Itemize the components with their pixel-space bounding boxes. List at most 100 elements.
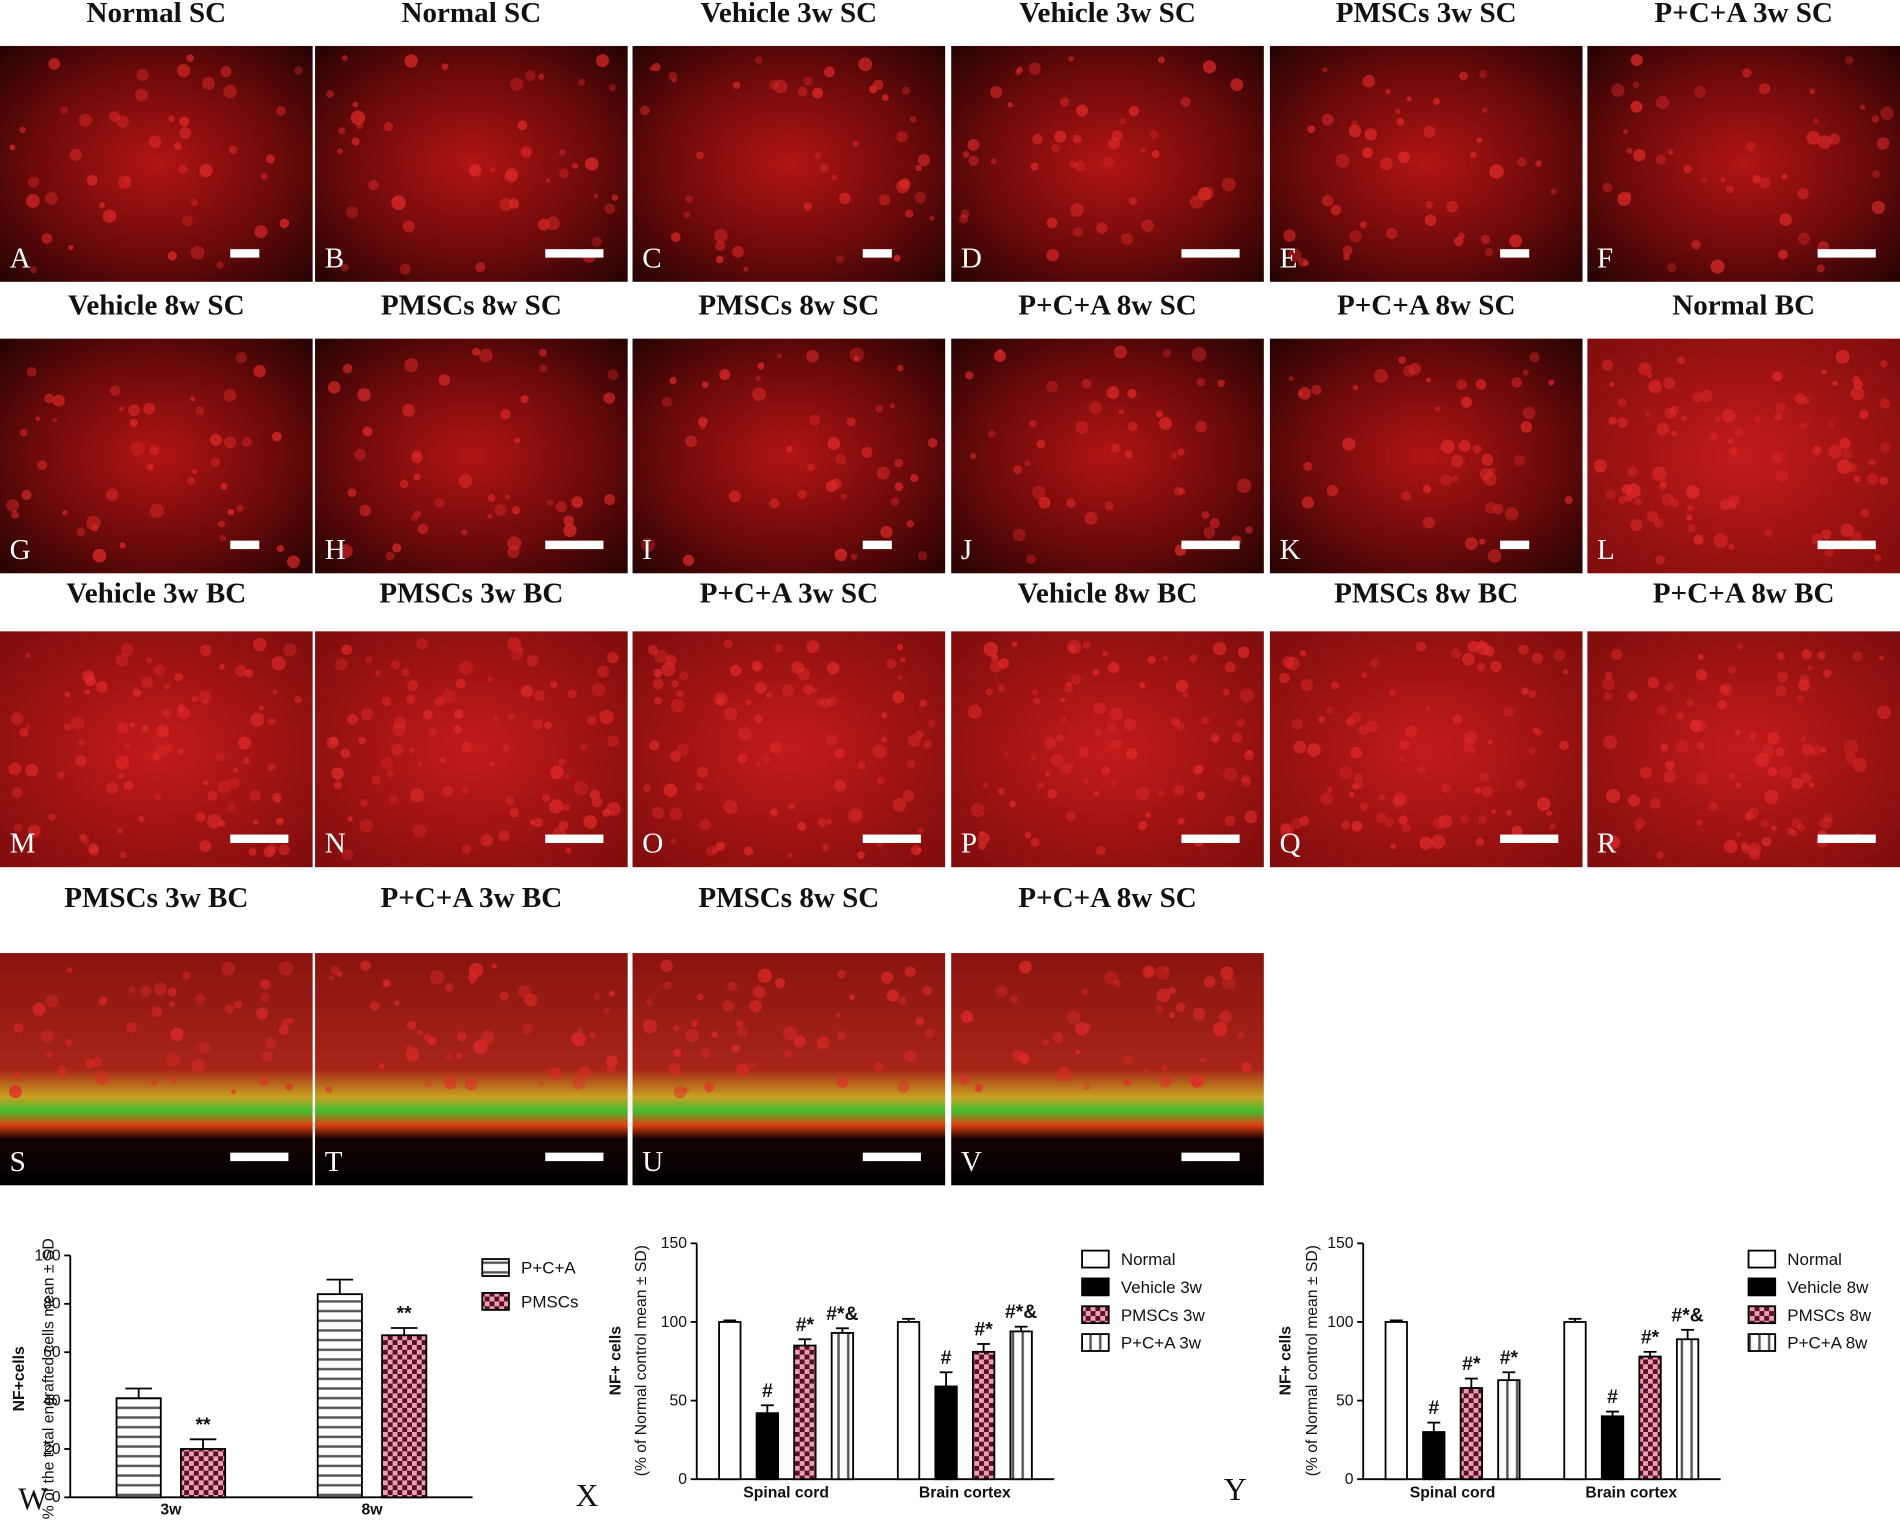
bar <box>718 1321 742 1481</box>
panel-title: PMSCs 8w SC <box>698 289 879 321</box>
significance-label: #*& <box>826 1303 858 1325</box>
micrograph-panel: A <box>0 45 313 282</box>
legend-swatch <box>481 1292 510 1311</box>
panel-title: PMSCs 3w BC <box>64 882 248 914</box>
x-tick-label: Brain cortex <box>1585 1484 1677 1501</box>
panel-title: PMSCs 8w BC <box>1334 577 1518 609</box>
panel-letter: M <box>10 828 36 860</box>
bar <box>1600 1415 1625 1481</box>
scale-bar <box>1500 834 1559 844</box>
significance-label: # <box>1428 1397 1439 1419</box>
micrograph <box>951 338 1264 574</box>
legend-label: P+C+A 3w <box>1121 1334 1202 1353</box>
micrograph <box>632 631 946 868</box>
legend-label: Normal <box>1121 1250 1176 1269</box>
panel-title: PMSCs 8w SC <box>698 882 879 914</box>
legend-label: Vehicle 3w <box>1121 1278 1203 1297</box>
micrograph <box>951 45 1264 282</box>
significance-label: #* <box>974 1319 993 1341</box>
y-tick-label: 80 <box>43 1296 61 1313</box>
legend-swatch <box>1747 1249 1777 1269</box>
panel-letter: C <box>642 242 661 274</box>
scale-bar <box>230 540 260 550</box>
bar <box>381 1334 428 1499</box>
panel-title: P+C+A 8w SC <box>1018 289 1197 321</box>
micrograph-panel: V <box>951 953 1264 1186</box>
x-tick-label: 3w <box>160 1501 182 1518</box>
y-tick-label: 0 <box>1345 1471 1354 1488</box>
error-bar <box>798 1338 812 1346</box>
error-bar <box>1568 1317 1582 1322</box>
bar <box>755 1412 779 1481</box>
error-bar <box>977 1343 991 1352</box>
legend-swatch <box>481 1258 510 1277</box>
error-bar <box>760 1404 774 1414</box>
scale-bar <box>230 249 260 258</box>
panel-letter: Q <box>1280 828 1301 860</box>
y-tick-label: 100 <box>661 1314 688 1331</box>
legend-swatch <box>1081 1277 1110 1297</box>
panel-title: PMSCs 3w BC <box>379 577 563 609</box>
significance-label: #* <box>1641 1326 1660 1348</box>
panel-title: P+C+A 8w SC <box>1018 882 1197 914</box>
legend-swatch <box>1747 1305 1777 1325</box>
y-axis-title: NF+cells <box>11 1346 28 1411</box>
error-bar <box>1643 1350 1657 1357</box>
scale-bar <box>1500 249 1530 258</box>
panel-letter: A <box>10 242 31 274</box>
bar <box>1009 1330 1033 1481</box>
legend-swatch <box>1081 1305 1110 1325</box>
scale-bar <box>230 1152 289 1162</box>
legend-swatch <box>1747 1277 1777 1297</box>
micrograph <box>1269 338 1583 574</box>
panel-title: Normal SC <box>402 0 542 29</box>
scale-bar <box>545 1152 604 1162</box>
micrograph-panel: O <box>632 631 946 868</box>
error-bar <box>1464 1377 1478 1389</box>
panel-letter: B <box>325 242 344 274</box>
panel-title: PMSCs 3w SC <box>1336 0 1517 29</box>
panel-letter: V <box>961 1146 982 1178</box>
error-bar <box>1427 1421 1441 1433</box>
panel-letter: K <box>1280 534 1301 566</box>
bar <box>180 1448 227 1499</box>
micrograph-panel: H <box>315 338 628 574</box>
panel-letter: J <box>961 534 972 566</box>
panel-title: Normal BC <box>1672 289 1815 321</box>
scale-bar <box>862 540 892 550</box>
significance-label: #* <box>796 1314 815 1336</box>
micrograph-panel: N <box>315 631 628 868</box>
error-bar <box>1681 1328 1695 1340</box>
scale-bar <box>1181 249 1240 258</box>
micrograph-panel: M <box>0 631 313 868</box>
error-bar <box>835 1327 849 1333</box>
micrograph-panel: G <box>0 338 313 574</box>
micrograph <box>951 953 1264 1186</box>
significance-label: #* <box>1500 1347 1519 1369</box>
micrograph <box>315 338 628 574</box>
error-bar <box>326 1278 354 1295</box>
panel-letter: Y <box>1224 1472 1247 1507</box>
legend-swatch <box>1081 1249 1110 1269</box>
y-tick-label: 40 <box>43 1392 61 1409</box>
error-bar <box>1502 1371 1516 1381</box>
bar <box>1675 1338 1700 1481</box>
micrograph-panel: L <box>1587 338 1900 574</box>
micrograph <box>1269 45 1583 282</box>
bar <box>1638 1355 1662 1481</box>
significance-label: ** <box>195 1414 211 1436</box>
micrograph <box>0 45 313 282</box>
error-bar <box>1606 1410 1619 1417</box>
significance-label: # <box>941 1347 952 1369</box>
bar <box>971 1350 996 1481</box>
legend-label: Vehicle 8w <box>1787 1278 1869 1297</box>
micrograph-panel: Q <box>1269 631 1583 868</box>
x-tick-label: Brain cortex <box>919 1484 1011 1501</box>
micrograph <box>632 338 946 574</box>
panel-letter: D <box>961 242 982 274</box>
bar <box>830 1332 855 1481</box>
error-bar <box>125 1387 152 1399</box>
panel-title: Vehicle 3w SC <box>1019 0 1196 29</box>
error-bar <box>1014 1325 1028 1332</box>
